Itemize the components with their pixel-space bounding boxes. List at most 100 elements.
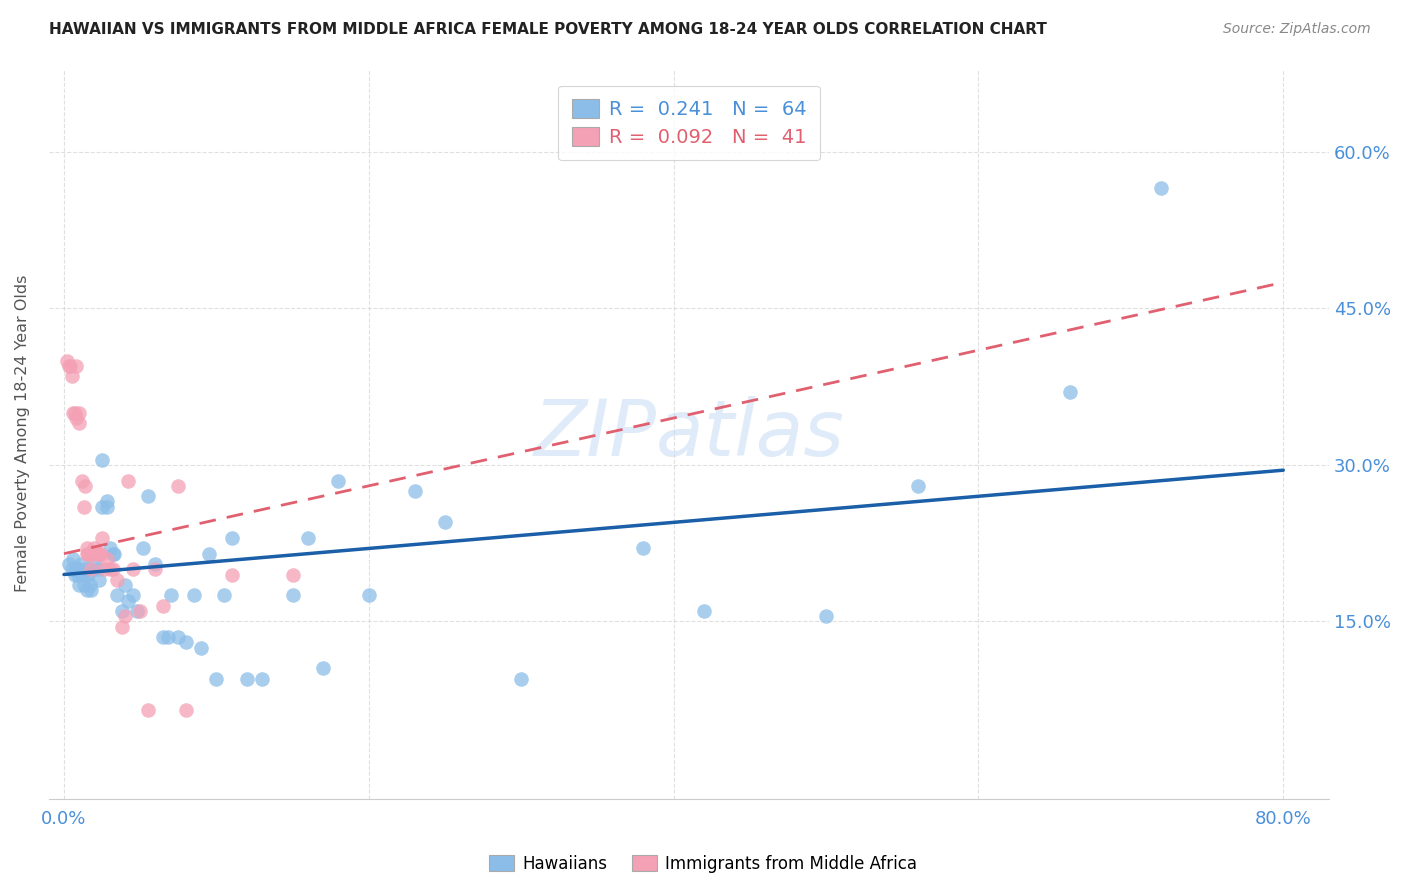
Point bbox=[67, 562, 90, 576]
Point bbox=[404, 484, 426, 499]
Point bbox=[434, 516, 457, 530]
Point bbox=[72, 567, 94, 582]
Point bbox=[93, 562, 115, 576]
Point bbox=[83, 541, 105, 556]
Point bbox=[136, 703, 159, 717]
Point bbox=[91, 452, 114, 467]
Point bbox=[80, 562, 103, 576]
Point bbox=[129, 604, 152, 618]
Point bbox=[212, 588, 235, 602]
Point bbox=[67, 416, 90, 430]
Point bbox=[174, 703, 197, 717]
Point bbox=[77, 547, 100, 561]
Point bbox=[114, 578, 136, 592]
Legend: Hawaiians, Immigrants from Middle Africa: Hawaiians, Immigrants from Middle Africa bbox=[482, 848, 924, 880]
Point bbox=[145, 562, 167, 576]
Point bbox=[159, 588, 181, 602]
Text: HAWAIIAN VS IMMIGRANTS FROM MIDDLE AFRICA FEMALE POVERTY AMONG 18-24 YEAR OLDS C: HAWAIIAN VS IMMIGRANTS FROM MIDDLE AFRIC… bbox=[49, 22, 1047, 37]
Point bbox=[63, 406, 86, 420]
Point bbox=[62, 552, 84, 566]
Point bbox=[86, 562, 108, 576]
Point bbox=[83, 547, 105, 561]
Point bbox=[90, 547, 112, 561]
Point bbox=[96, 500, 118, 514]
Point bbox=[73, 500, 96, 514]
Point bbox=[121, 588, 143, 602]
Point bbox=[65, 411, 87, 425]
Point bbox=[60, 369, 83, 384]
Point bbox=[58, 557, 80, 571]
Point bbox=[145, 557, 167, 571]
Point bbox=[66, 567, 89, 582]
Point bbox=[105, 573, 128, 587]
Point bbox=[815, 609, 838, 624]
Point bbox=[205, 672, 228, 686]
Point bbox=[96, 552, 118, 566]
Y-axis label: Female Poverty Among 18-24 Year Olds: Female Poverty Among 18-24 Year Olds bbox=[15, 275, 30, 592]
Point bbox=[152, 599, 174, 613]
Point bbox=[67, 406, 90, 420]
Point bbox=[190, 640, 212, 655]
Point bbox=[250, 672, 273, 686]
Point bbox=[117, 474, 139, 488]
Point bbox=[127, 604, 149, 618]
Legend: R =  0.241   N =  64, R =  0.092   N =  41: R = 0.241 N = 64, R = 0.092 N = 41 bbox=[558, 86, 820, 161]
Point bbox=[167, 479, 190, 493]
Point bbox=[167, 630, 190, 644]
Point bbox=[357, 588, 380, 602]
Point bbox=[105, 588, 128, 602]
Point bbox=[221, 531, 243, 545]
Point bbox=[103, 547, 125, 561]
Point bbox=[221, 567, 243, 582]
Point bbox=[114, 609, 136, 624]
Point bbox=[281, 567, 304, 582]
Point bbox=[65, 359, 87, 373]
Point bbox=[693, 604, 716, 618]
Point bbox=[91, 531, 114, 545]
Point bbox=[156, 630, 179, 644]
Text: Source: ZipAtlas.com: Source: ZipAtlas.com bbox=[1223, 22, 1371, 37]
Point bbox=[86, 547, 108, 561]
Point bbox=[111, 604, 134, 618]
Point bbox=[60, 562, 83, 576]
Point bbox=[312, 661, 335, 675]
Point bbox=[67, 578, 90, 592]
Point bbox=[62, 406, 84, 420]
Point bbox=[117, 593, 139, 607]
Point bbox=[297, 531, 319, 545]
Point bbox=[98, 562, 121, 576]
Point bbox=[197, 547, 219, 561]
Point bbox=[328, 474, 350, 488]
Point bbox=[75, 479, 97, 493]
Point bbox=[63, 567, 86, 582]
Point bbox=[72, 474, 94, 488]
Point bbox=[121, 562, 143, 576]
Point bbox=[281, 588, 304, 602]
Point bbox=[132, 541, 155, 556]
Point bbox=[91, 500, 114, 514]
Point bbox=[1150, 181, 1173, 195]
Point bbox=[907, 479, 929, 493]
Point bbox=[80, 562, 103, 576]
Point bbox=[98, 541, 121, 556]
Point bbox=[80, 547, 103, 561]
Point bbox=[136, 489, 159, 503]
Point bbox=[236, 672, 259, 686]
Point bbox=[631, 541, 654, 556]
Point bbox=[77, 567, 100, 582]
Point bbox=[76, 583, 98, 598]
Point bbox=[101, 547, 124, 561]
Point bbox=[111, 620, 134, 634]
Point bbox=[59, 359, 82, 373]
Point bbox=[80, 583, 103, 598]
Point bbox=[69, 557, 91, 571]
Point bbox=[76, 547, 98, 561]
Point bbox=[174, 635, 197, 649]
Point bbox=[96, 494, 118, 508]
Point bbox=[76, 567, 98, 582]
Point bbox=[87, 547, 110, 561]
Point bbox=[73, 578, 96, 592]
Point bbox=[152, 630, 174, 644]
Point bbox=[65, 562, 87, 576]
Point bbox=[75, 562, 97, 576]
